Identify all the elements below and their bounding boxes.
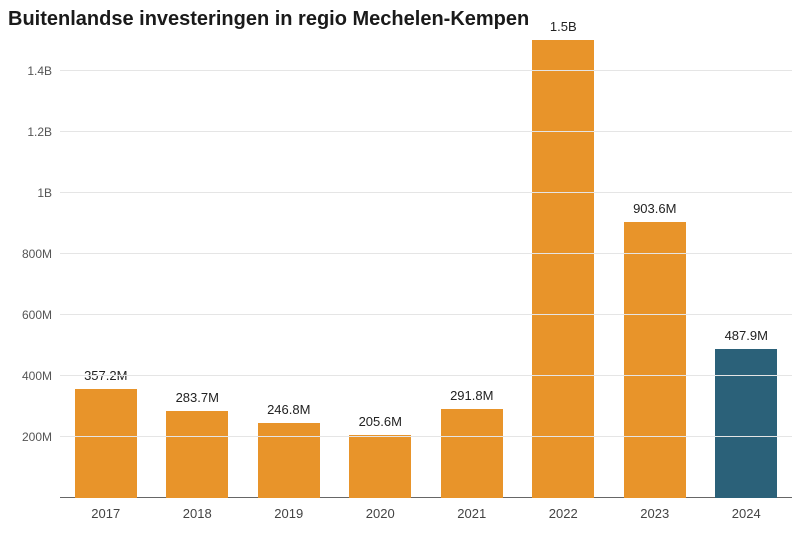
x-tick-label: 2020	[366, 498, 395, 521]
x-tick-label: 2019	[274, 498, 303, 521]
x-tick-label: 2022	[549, 498, 578, 521]
bar: 487.9M	[715, 349, 777, 498]
y-tick-label: 1B	[37, 186, 60, 200]
y-tick-label: 1.4B	[27, 64, 60, 78]
y-tick-label: 800M	[22, 247, 60, 261]
x-tick-label: 2017	[91, 498, 120, 521]
bar-value-label: 246.8M	[267, 402, 310, 423]
gridline	[60, 192, 792, 193]
bar-value-label: 357.2M	[84, 368, 127, 389]
bar: 903.6M	[624, 222, 686, 498]
bar-slot: 283.7M2018	[152, 40, 244, 498]
x-tick-label: 2018	[183, 498, 212, 521]
gridline	[60, 253, 792, 254]
bar-value-label: 1.5B	[550, 19, 577, 40]
gridline	[60, 314, 792, 315]
bar: 246.8M	[258, 423, 320, 498]
y-tick-label: 200M	[22, 430, 60, 444]
bar-value-label: 903.6M	[633, 201, 676, 222]
gridline	[60, 375, 792, 376]
bar: 357.2M	[75, 389, 137, 498]
gridline	[60, 70, 792, 71]
bar-slot: 291.8M2021	[426, 40, 518, 498]
chart-title: Buitenlandse investeringen in regio Mech…	[0, 0, 800, 31]
y-tick-label: 1.2B	[27, 125, 60, 139]
bar: 283.7M	[166, 411, 228, 498]
x-tick-label: 2024	[732, 498, 761, 521]
bar-value-label: 205.6M	[359, 414, 402, 435]
bar-slot: 205.6M2020	[335, 40, 427, 498]
bar-value-label: 291.8M	[450, 388, 493, 409]
bar-slot: 1.5B2022	[518, 40, 610, 498]
bar-slot: 246.8M2019	[243, 40, 335, 498]
y-tick-label: 600M	[22, 308, 60, 322]
plot: 357.2M2017283.7M2018246.8M2019205.6M2020…	[60, 40, 792, 498]
gridline	[60, 436, 792, 437]
x-tick-label: 2023	[640, 498, 669, 521]
bars-container: 357.2M2017283.7M2018246.8M2019205.6M2020…	[60, 40, 792, 498]
bar-slot: 487.9M2024	[701, 40, 793, 498]
bar: 1.5B	[532, 40, 594, 498]
bar-slot: 903.6M2023	[609, 40, 701, 498]
bar-value-label: 487.9M	[725, 328, 768, 349]
gridline	[60, 131, 792, 132]
chart-area: 357.2M2017283.7M2018246.8M2019205.6M2020…	[60, 40, 792, 498]
bar-value-label: 283.7M	[176, 390, 219, 411]
bar: 291.8M	[441, 409, 503, 498]
y-tick-label: 400M	[22, 369, 60, 383]
bar: 205.6M	[349, 435, 411, 498]
x-tick-label: 2021	[457, 498, 486, 521]
bar-slot: 357.2M2017	[60, 40, 152, 498]
